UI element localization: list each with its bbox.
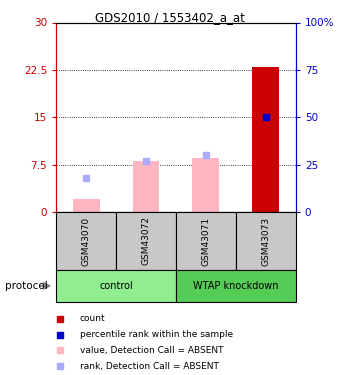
Text: GSM43071: GSM43071 [201, 216, 210, 266]
Text: count: count [80, 314, 105, 323]
Bar [116, 212, 176, 270]
Text: GDS2010 / 1553402_a_at: GDS2010 / 1553402_a_at [95, 11, 245, 24]
Bar [252, 67, 279, 212]
Text: value, Detection Call = ABSENT: value, Detection Call = ABSENT [80, 346, 223, 355]
Text: GSM43072: GSM43072 [141, 216, 151, 266]
Text: percentile rank within the sample: percentile rank within the sample [80, 330, 233, 339]
Bar [56, 270, 176, 302]
Bar [176, 270, 296, 302]
Bar [236, 212, 296, 270]
Text: GSM43073: GSM43073 [261, 216, 270, 266]
Bar [133, 161, 159, 212]
Text: rank, Detection Call = ABSENT: rank, Detection Call = ABSENT [80, 362, 219, 370]
Bar [176, 212, 236, 270]
Text: GSM43070: GSM43070 [82, 216, 90, 266]
Bar [56, 212, 116, 270]
Text: control: control [99, 281, 133, 291]
Bar [72, 199, 100, 212]
Bar [192, 158, 219, 212]
Bar [252, 67, 279, 212]
Text: protocol: protocol [5, 281, 48, 291]
Text: WTAP knockdown: WTAP knockdown [193, 281, 278, 291]
